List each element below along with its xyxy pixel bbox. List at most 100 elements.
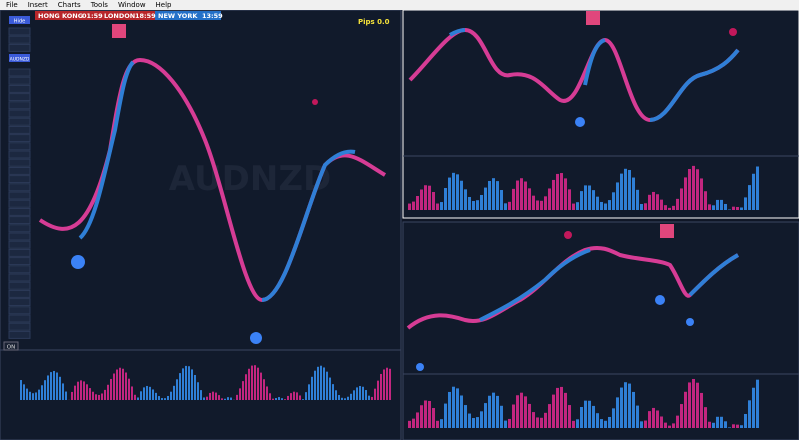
symbol-button[interactable] bbox=[8, 240, 31, 249]
symbol-button[interactable] bbox=[8, 166, 31, 175]
oscillator-bar bbox=[408, 203, 411, 210]
oscillator-bar bbox=[314, 370, 316, 400]
oscillator-bar bbox=[628, 383, 631, 428]
symbol-button[interactable] bbox=[9, 54, 30, 62]
symbol-button[interactable] bbox=[8, 35, 31, 44]
oscillator-bar bbox=[89, 388, 91, 400]
symbol-button[interactable] bbox=[8, 158, 31, 167]
symbol-button[interactable] bbox=[8, 76, 31, 85]
symbol-button[interactable] bbox=[8, 175, 31, 184]
oscillator-bar bbox=[20, 380, 22, 400]
symbol-button[interactable] bbox=[8, 306, 31, 315]
symbol-button[interactable] bbox=[8, 216, 31, 225]
oscillator-bar bbox=[152, 389, 154, 400]
symbol-button[interactable] bbox=[8, 183, 31, 192]
oscillator-bar bbox=[326, 371, 328, 400]
symbol-button[interactable] bbox=[8, 84, 31, 93]
oscillator-bar bbox=[728, 209, 731, 210]
oscillator-bar bbox=[608, 416, 611, 428]
oscillator-bar bbox=[242, 381, 244, 400]
symbol-button[interactable] bbox=[8, 257, 31, 266]
oscillator-bar bbox=[185, 365, 187, 400]
oscillator-bar bbox=[209, 392, 211, 400]
symbol-button[interactable] bbox=[8, 101, 31, 110]
menu-item[interactable]: Insert bbox=[27, 1, 48, 9]
menu-item[interactable]: Window bbox=[117, 1, 146, 9]
symbol-button[interactable] bbox=[8, 117, 31, 126]
oscillator-bar bbox=[416, 196, 419, 210]
symbol-button[interactable] bbox=[8, 281, 31, 290]
logo bbox=[112, 24, 126, 38]
symbol-button[interactable] bbox=[8, 68, 31, 77]
oscillator-bar bbox=[263, 379, 265, 400]
symbol-button[interactable] bbox=[8, 207, 31, 216]
oscillator-bar bbox=[359, 385, 361, 400]
oscillator-bar bbox=[516, 180, 519, 210]
oscillator-bar bbox=[484, 187, 487, 210]
oscillator-bar bbox=[672, 423, 675, 428]
oscillator-bar bbox=[572, 203, 575, 210]
oscillator-bar bbox=[640, 204, 643, 210]
symbol-button[interactable] bbox=[8, 109, 31, 118]
hide-button[interactable] bbox=[9, 16, 30, 24]
symbol-label: AUDNZD bbox=[10, 57, 30, 63]
oscillator-bar bbox=[420, 405, 423, 428]
oscillator-bar bbox=[632, 177, 635, 210]
menu-item[interactable]: File bbox=[6, 1, 18, 9]
oscillator-bar bbox=[113, 373, 115, 400]
toggle[interactable] bbox=[3, 341, 19, 351]
symbol-button[interactable] bbox=[8, 43, 31, 52]
menu-item[interactable]: Help bbox=[155, 1, 172, 9]
symbol-button[interactable] bbox=[8, 93, 31, 102]
oscillator-bar bbox=[460, 395, 463, 428]
oscillator-bar bbox=[155, 392, 157, 400]
oscillator-bar bbox=[107, 384, 109, 400]
toggle-label: ON bbox=[7, 345, 15, 351]
symbol-button[interactable] bbox=[8, 125, 31, 134]
symbol-button[interactable] bbox=[8, 322, 31, 331]
oscillator-bar bbox=[448, 177, 451, 210]
symbol-button[interactable] bbox=[8, 330, 31, 339]
oscillator-bar bbox=[688, 382, 691, 428]
symbol-button[interactable] bbox=[8, 298, 31, 307]
oscillator-bar bbox=[648, 411, 651, 428]
symbol-button[interactable] bbox=[8, 199, 31, 208]
symbol-button[interactable] bbox=[8, 191, 31, 200]
symbol-button[interactable] bbox=[8, 289, 31, 298]
oscillator-bar bbox=[468, 196, 471, 210]
oscillator-bar bbox=[182, 368, 184, 400]
menu-item[interactable]: Tools bbox=[90, 1, 108, 9]
oscillator-bar bbox=[362, 386, 364, 400]
oscillator-bar bbox=[568, 405, 571, 428]
oscillator-bar bbox=[257, 367, 259, 400]
symbol-button[interactable] bbox=[8, 248, 31, 257]
oscillator-bar bbox=[456, 174, 459, 210]
symbol-button[interactable] bbox=[8, 134, 31, 143]
oscillator-bar bbox=[668, 207, 671, 210]
oscillator-bar bbox=[452, 386, 455, 428]
symbol-button[interactable] bbox=[8, 314, 31, 323]
oscillator-bar bbox=[664, 422, 667, 428]
oscillator-bar bbox=[134, 394, 136, 400]
oscillator-bar bbox=[191, 369, 193, 400]
symbol-button[interactable] bbox=[8, 150, 31, 159]
oscillator-bar bbox=[92, 391, 94, 400]
oscillator-bar bbox=[206, 396, 208, 400]
oscillator-bar bbox=[230, 397, 232, 400]
symbol-button[interactable] bbox=[8, 232, 31, 241]
symbol-button[interactable] bbox=[8, 142, 31, 151]
oscillator-bar bbox=[146, 385, 148, 400]
symbol-button[interactable] bbox=[8, 265, 31, 274]
symbol-button[interactable] bbox=[8, 224, 31, 233]
symbol-button[interactable] bbox=[8, 27, 31, 36]
oscillator-bar bbox=[560, 173, 563, 210]
oscillator-bar bbox=[269, 393, 271, 400]
menu-item[interactable]: Charts bbox=[57, 1, 81, 9]
oscillator-bar bbox=[116, 369, 118, 400]
oscillator-bar bbox=[173, 385, 175, 400]
symbol-button[interactable] bbox=[8, 273, 31, 282]
oscillator-bar bbox=[504, 420, 507, 428]
session-time: 01:59 bbox=[82, 12, 103, 20]
oscillator-bar bbox=[26, 388, 28, 400]
session-city: HONG KONG bbox=[38, 12, 83, 20]
